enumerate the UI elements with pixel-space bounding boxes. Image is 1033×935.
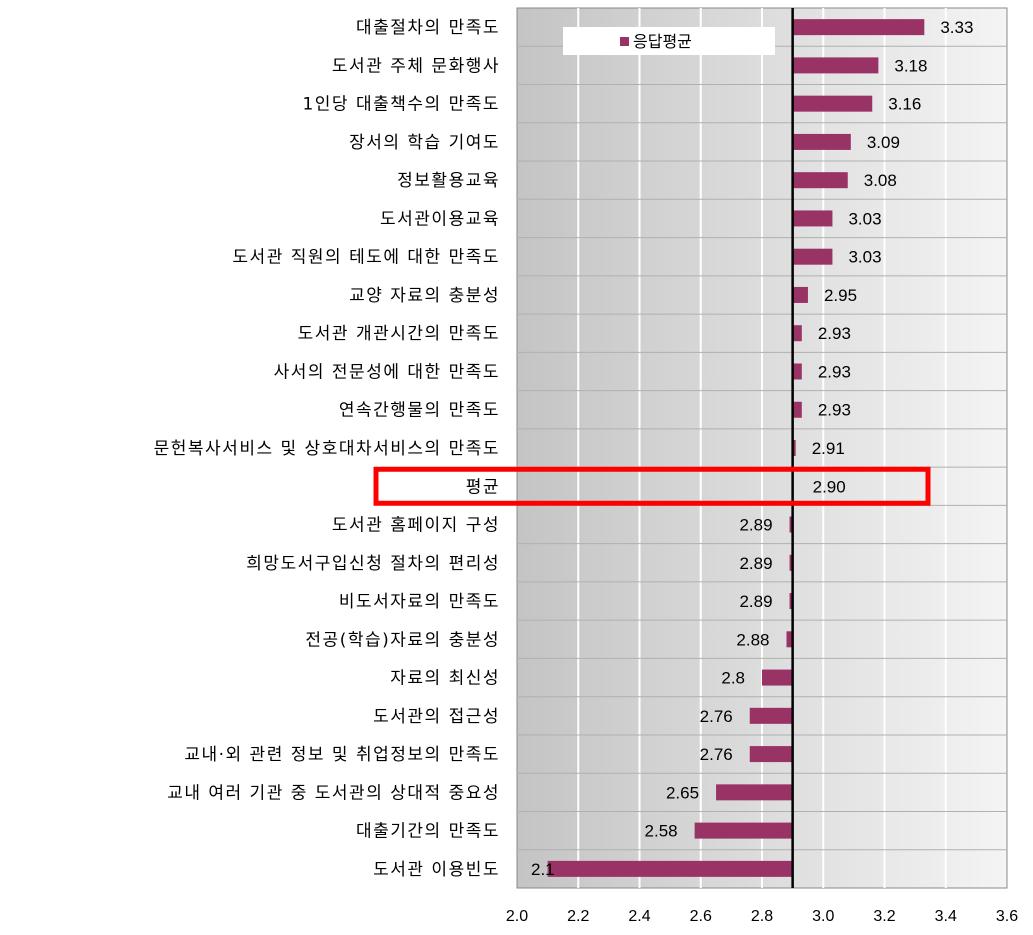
- value-label: 3.18: [894, 56, 927, 75]
- bar: [792, 401, 802, 418]
- category-label: 도서관 직원의 테도에 대한 만족도: [232, 248, 500, 268]
- bar: [547, 860, 793, 877]
- bar: [792, 325, 802, 342]
- value-labels: 3.33 3.18 3.16 3.09 3.08 3.03 3.03 2.95 2.93 2.93…: [531, 18, 973, 879]
- average-highlight-box: [373, 466, 931, 506]
- category-label: 대출기간의 만족도: [356, 822, 500, 842]
- category-label: 연속간행물의 만족도: [339, 401, 500, 421]
- value-label: 2.93: [818, 362, 851, 381]
- category-label: 교양 자료의 충분성: [349, 286, 500, 306]
- value-label: 3.08: [864, 171, 897, 190]
- bar: [792, 363, 802, 380]
- value-label: 2.93: [818, 401, 851, 420]
- category-label: 전공(학습)자료의 충분성: [305, 630, 500, 650]
- tick-label: 2.4: [628, 908, 650, 925]
- value-label: 3.16: [888, 95, 921, 114]
- category-label: 도서관 홈페이지 구성: [332, 516, 500, 536]
- bars: [547, 19, 925, 877]
- value-label: 2.95: [824, 286, 857, 305]
- bar: [792, 19, 925, 36]
- value-label: 2.8: [721, 669, 745, 688]
- category-label: 도서관이용교육: [380, 209, 500, 229]
- tick-label: 2.2: [567, 908, 589, 925]
- category-label: 대출절차의 만족도: [356, 18, 500, 38]
- bar: [789, 554, 793, 571]
- value-label: 3.09: [867, 133, 900, 152]
- value-label: 3.33: [940, 18, 973, 37]
- category-label: 교내·외 관련 정보 및 취업정보의 만족도: [184, 745, 500, 765]
- category-label: 도서관의 접근성: [373, 707, 500, 727]
- category-label: 자료의 최신성: [390, 669, 500, 689]
- bar: [792, 248, 833, 265]
- tick-label: 3.6: [996, 908, 1018, 925]
- bar: [789, 516, 793, 533]
- value-label: 2.58: [645, 822, 678, 841]
- category-label: 교내 여러 기관 중 도서관의 상대적 중요성: [167, 783, 500, 803]
- bar: [786, 631, 793, 648]
- bar: [749, 746, 793, 763]
- value-label: 2.1: [531, 860, 555, 879]
- bar: [749, 707, 793, 724]
- bar: [789, 593, 793, 610]
- value-label: 2.89: [739, 554, 772, 573]
- value-label: 3.03: [848, 209, 881, 228]
- value-label: 2.89: [739, 516, 772, 535]
- value-label: 2.90: [813, 477, 846, 496]
- value-label: 2.88: [736, 630, 769, 649]
- bar: [792, 440, 796, 456]
- legend-swatch: [620, 37, 629, 46]
- value-label: 2.65: [666, 783, 699, 802]
- category-label: 정보활용교육: [397, 171, 500, 191]
- legend: 응답평균: [563, 27, 775, 55]
- bar: [694, 822, 793, 839]
- bar: [792, 172, 848, 189]
- category-label: 도서관 이용빈도: [373, 860, 500, 880]
- value-label: 2.76: [700, 745, 733, 764]
- bar: [792, 95, 873, 112]
- category-label: 문헌복사서비스 및 상호대차서비스의 만족도: [154, 439, 500, 459]
- tick-label: 2.6: [690, 908, 712, 925]
- bar: [762, 669, 793, 686]
- x-axis-ticks: 2.0 2.2 2.4 2.6 2.8 3.0 3.2 3.4 3.6: [506, 908, 1018, 925]
- bar: [716, 784, 793, 801]
- value-label: 3.03: [848, 248, 881, 267]
- category-label: 1인당 대출책수의 만족도: [302, 95, 500, 115]
- bar: [792, 286, 808, 303]
- category-label: 도서관 주체 문화행사: [332, 56, 500, 76]
- tick-label: 2.0: [506, 908, 528, 925]
- value-label: 2.89: [739, 592, 772, 611]
- value-label: 2.76: [700, 707, 733, 726]
- tick-label: 3.4: [935, 908, 957, 925]
- tick-label: 3.0: [812, 908, 834, 925]
- legend-label: 응답평균: [633, 32, 692, 51]
- tick-label: 3.2: [873, 908, 895, 925]
- legend-box: [563, 27, 775, 55]
- value-label: 2.93: [818, 324, 851, 343]
- category-label: 비도서자료의 만족도: [339, 592, 500, 612]
- bar: [792, 57, 879, 74]
- category-label: 도서관 개관시간의 만족도: [298, 324, 500, 344]
- bar: [792, 133, 851, 150]
- tick-label: 2.8: [751, 908, 773, 925]
- category-label: 희망도서구입신청 절차의 편리성: [246, 554, 500, 574]
- category-label: 사서의 전문성에 대한 만족도: [274, 362, 500, 382]
- value-label: 2.91: [812, 439, 845, 458]
- bar: [792, 210, 833, 227]
- category-label: 장서의 학습 기여도: [349, 133, 500, 153]
- category-label: 평균: [466, 477, 500, 497]
